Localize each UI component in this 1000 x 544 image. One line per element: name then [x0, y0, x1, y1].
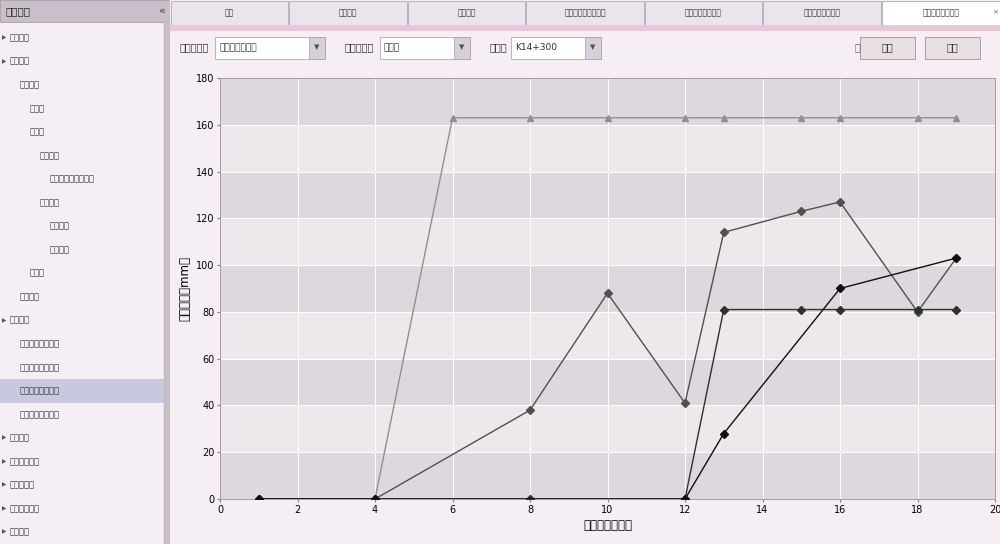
Text: 选测项目: 选测项目: [20, 292, 40, 301]
Bar: [220, 78, 995, 125]
Bar: [925, 36, 980, 59]
Text: 绵隆道三号里程: 绵隆道三号里程: [219, 43, 257, 52]
Text: ×: ×: [992, 9, 998, 15]
Text: 安全管理: 安全管理: [10, 528, 30, 537]
Text: 净空收敛: 净空收敛: [457, 8, 476, 17]
Bar: [882, 1, 1000, 24]
Text: 拱顶沉降和净空收敛: 拱顶沉降和净空收敛: [564, 8, 606, 17]
Text: 净空收敛时间统计: 净空收敛时间统计: [922, 8, 959, 17]
Text: 量测方式：: 量测方式：: [345, 42, 374, 53]
Bar: [220, 312, 995, 358]
Text: 全站仪: 全站仪: [30, 127, 45, 137]
Text: ▼: ▼: [590, 45, 596, 51]
Bar: [164, 22, 170, 544]
Text: 拱顶沉降时间统计: 拱顶沉降时间统计: [20, 339, 60, 348]
Bar: [220, 125, 995, 171]
Text: ▶: ▶: [2, 436, 6, 441]
Bar: [220, 171, 995, 218]
Text: 统计分析: 统计分析: [10, 316, 30, 325]
Bar: [215, 36, 325, 59]
Bar: [220, 452, 995, 499]
Text: 成果报告: 成果报告: [10, 434, 30, 443]
Bar: [170, 25, 1000, 31]
Text: 环境图分级: 环境图分级: [10, 481, 35, 490]
Bar: [309, 36, 325, 59]
Text: ▶: ▶: [2, 59, 6, 64]
Bar: [585, 36, 601, 59]
Text: 首页: 首页: [225, 8, 234, 17]
Bar: [380, 36, 470, 59]
Bar: [289, 1, 407, 24]
Text: 里程：: 里程：: [490, 42, 508, 53]
Text: 拱顶沉降: 拱顶沉降: [339, 8, 357, 17]
Bar: [220, 218, 995, 265]
Text: 输出参数: 输出参数: [40, 198, 60, 207]
Text: 隆道支护措施: 隆道支护措施: [10, 504, 40, 513]
Text: 拱顶沉降和净空收敛: 拱顶沉降和净空收敛: [50, 175, 95, 183]
Bar: [454, 36, 470, 59]
Text: 净空收敛: 净空收敛: [50, 245, 70, 254]
Bar: [220, 265, 995, 312]
Text: «: «: [159, 6, 165, 16]
Text: 监控量测: 监控量测: [10, 57, 30, 66]
Text: 系统菜单: 系统菜单: [5, 6, 30, 16]
X-axis label: 观测时间（天）: 观测时间（天）: [583, 519, 632, 531]
Text: ▼: ▼: [459, 45, 465, 51]
Text: ▶: ▶: [2, 506, 6, 511]
Text: 🔍: 🔍: [855, 42, 861, 53]
Bar: [763, 1, 881, 24]
Text: 查讯: 查讯: [881, 42, 893, 53]
Text: ▼: ▼: [314, 45, 320, 51]
Y-axis label: 累计变化（mm）: 累计变化（mm）: [179, 256, 192, 321]
Bar: [220, 405, 995, 452]
Text: 收统计: 收统计: [30, 269, 45, 278]
Bar: [511, 36, 601, 59]
Bar: [408, 1, 525, 24]
Text: 输入参数: 输入参数: [40, 151, 60, 160]
Bar: [645, 1, 762, 24]
Text: 拱顶沉降时间统计: 拱顶沉降时间统计: [685, 8, 722, 17]
Bar: [0, 379, 164, 403]
Text: 金定仪: 金定仪: [30, 104, 45, 113]
Text: 扫描仪: 扫描仪: [384, 43, 400, 52]
Text: 重置: 重置: [946, 42, 958, 53]
Text: ▶: ▶: [2, 483, 6, 487]
Text: ▶: ▶: [2, 459, 6, 464]
Bar: [526, 1, 644, 24]
Text: ▶: ▶: [2, 530, 6, 535]
Text: 净空收敛时间统计: 净空收敛时间统计: [20, 386, 60, 395]
Text: 隆道名称：: 隆道名称：: [180, 42, 209, 53]
Text: 拱顶沉降距高统计: 拱顶沉降距高统计: [804, 8, 841, 17]
Text: 相关地质预报: 相关地质预报: [10, 457, 40, 466]
Bar: [860, 36, 915, 59]
Bar: [170, 1, 288, 24]
Text: K14+300: K14+300: [515, 43, 557, 52]
Text: 拱顶沉降: 拱顶沉降: [50, 221, 70, 231]
Text: 隆道概况: 隆道概况: [10, 33, 30, 42]
Text: 净空收敛距高统计: 净空收敛距高统计: [20, 410, 60, 419]
Text: 拱顶沉降距高统计: 拱顶沉降距高统计: [20, 363, 60, 372]
Bar: [0, 0, 170, 22]
Text: ▶: ▶: [2, 35, 6, 40]
Text: ▶: ▶: [2, 318, 6, 323]
Text: 收敛检测: 收敛检测: [20, 81, 40, 89]
Bar: [220, 358, 995, 405]
